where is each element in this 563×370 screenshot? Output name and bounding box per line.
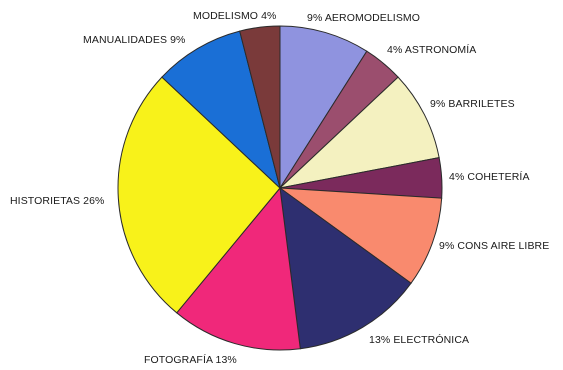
label-aeromodelismo: 9% AEROMODELISMO <box>307 12 421 24</box>
label-manualidades: MANUALIDADES 9% <box>83 34 186 46</box>
label-electronica: 13% ELECTRÓNICA <box>369 334 470 346</box>
label-coheteria: 4% COHETERÍA <box>449 171 530 183</box>
label-historietas: HISTORIETAS 26% <box>10 195 105 207</box>
pie-slice-cons-aire-libre <box>278 187 443 284</box>
pie-slice-fotografia <box>176 186 301 351</box>
label-cons-aire-libre: 9% CONS AIRE LIBRE <box>439 240 550 252</box>
label-astronomia: 4% ASTRONOMÍA <box>387 44 477 56</box>
pie-slice-manualidades <box>161 30 281 190</box>
label-fotografia: FOTOGRAFÍA 13% <box>144 354 237 366</box>
label-barriletes: 9% BARRILETES <box>430 98 515 110</box>
pie-slice-modelismo <box>239 25 281 189</box>
pie-slice-barriletes <box>278 76 440 189</box>
label-modelismo: MODELISMO 4% <box>193 10 277 22</box>
pie-slice-historietas <box>117 76 281 314</box>
pie-slice-aeromodelismo <box>279 25 368 190</box>
pie-slice-electronica <box>279 186 412 350</box>
